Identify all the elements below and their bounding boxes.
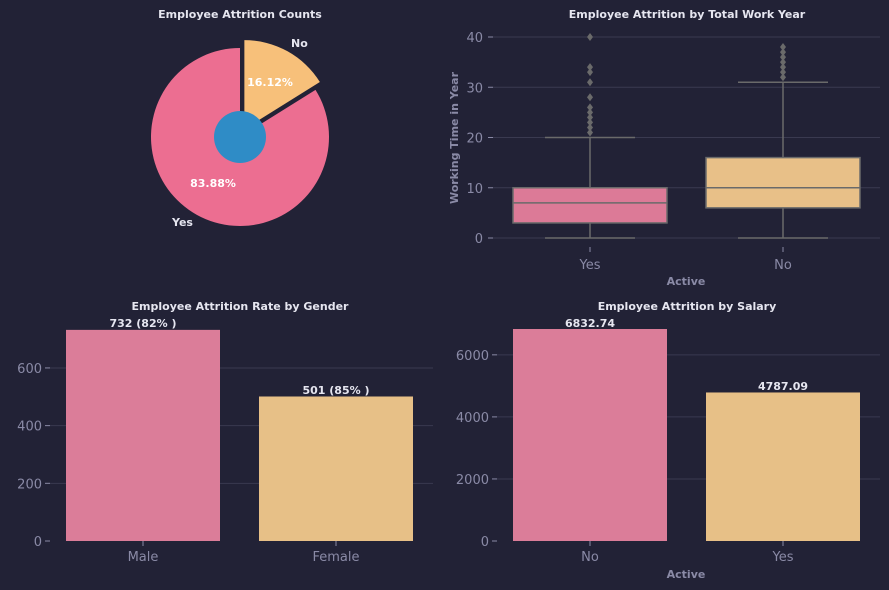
- salary-bar-panel: Employee Attrition by Salary 0 2000 4000 60…: [456, 300, 880, 581]
- gender-yticks: 0 200 400 600: [17, 362, 50, 550]
- boxplot-outlier: [587, 68, 593, 77]
- boxplot-xtick-yes: Yes: [579, 258, 601, 273]
- salary-ytick-label: 6000: [456, 349, 489, 364]
- boxplot-outlier: [780, 68, 786, 77]
- salary-value-label-no: 6832.74: [565, 317, 615, 330]
- boxplot-xlabel: Active: [667, 275, 706, 288]
- gender-bars: [66, 329, 413, 546]
- gender-ytick-label: 0: [34, 535, 42, 550]
- gender-bar-panel: Employee Attrition Rate by Gender 0 200 40…: [17, 300, 433, 565]
- salary-xlabel: Active: [667, 568, 706, 581]
- boxplot-ylabel: Working Time in Year: [448, 71, 461, 204]
- salary-bar-yes: [706, 392, 860, 541]
- boxplot-box-yes: [512, 33, 668, 239]
- boxplot-outlier: [780, 63, 786, 72]
- boxplot-title: Employee Attrition by Total Work Year: [569, 8, 806, 21]
- gender-xtick-male: Male: [128, 550, 159, 565]
- pie-pct-yes: 83.88%: [190, 177, 236, 190]
- gender-bar-male: [66, 329, 220, 541]
- boxplot-ytick-label: 20: [466, 132, 483, 147]
- boxplot-outlier: [587, 93, 593, 102]
- boxplot-marks: [512, 33, 861, 239]
- boxplot-outlier: [780, 48, 786, 57]
- boxplot-iqr-box: [705, 156, 861, 209]
- salary-ytick-label: 2000: [456, 473, 489, 488]
- boxplot-outlier: [587, 118, 593, 127]
- gender-ytick-label: 600: [17, 362, 42, 377]
- boxplot-xtick-no: No: [774, 258, 792, 273]
- pie-title: Employee Attrition Counts: [158, 8, 322, 21]
- boxplot-outlier: [780, 43, 786, 52]
- boxplot-outlier: [587, 78, 593, 87]
- pie-center-circle: [214, 111, 266, 163]
- pie-label-no: No: [291, 37, 308, 50]
- pie-pct-no: 16.12%: [247, 76, 293, 89]
- salary-title: Employee Attrition by Salary: [598, 300, 777, 313]
- boxplot-iqr-box: [512, 187, 668, 224]
- gender-value-label-male: 732 (82% ): [109, 317, 176, 330]
- boxplot-ytick-label: 10: [466, 182, 483, 197]
- boxplot-outlier: [780, 58, 786, 67]
- boxplot-outlier: [780, 53, 786, 62]
- boxplot-outlier: [587, 113, 593, 122]
- boxplot-box-no: [705, 43, 861, 239]
- boxplot-outlier: [780, 73, 786, 82]
- boxplot-outlier: [587, 33, 593, 41]
- boxplot-outlier: [587, 108, 593, 117]
- salary-value-label-yes: 4787.09: [758, 380, 808, 393]
- boxplot-outlier: [587, 63, 593, 72]
- salary-xtick-yes: Yes: [772, 550, 794, 565]
- salary-bar-no: [513, 329, 667, 541]
- pie-panel: Employee Attrition Counts Yes No 83.88% …: [151, 8, 330, 229]
- boxplot-outlier: [587, 103, 593, 112]
- gender-ytick-label: 400: [17, 420, 42, 435]
- gender-xtick-female: Female: [312, 550, 359, 565]
- boxplot-outlier: [587, 123, 593, 132]
- pie-label-yes: Yes: [171, 216, 193, 229]
- salary-ytick-label: 0: [481, 535, 489, 550]
- salary-bars: [513, 329, 860, 546]
- boxplot-ytick-label: 40: [466, 31, 483, 46]
- pie-slice-no: [244, 40, 320, 130]
- gender-ytick-label: 200: [17, 477, 42, 492]
- salary-yticks: 0 2000 4000 6000: [456, 349, 497, 550]
- gender-bar-female: [259, 396, 413, 541]
- salary-xtick-no: No: [581, 550, 599, 565]
- gender-value-label-female: 501 (85% ): [302, 384, 369, 397]
- boxplot-panel: Employee Attrition by Total Work Year 0 1…: [448, 8, 880, 288]
- salary-ytick-label: 4000: [456, 411, 489, 426]
- boxplot-outlier: [587, 128, 593, 137]
- boxplot-ytick-label: 30: [466, 81, 483, 96]
- gender-title: Employee Attrition Rate by Gender: [132, 300, 350, 313]
- boxplot-yticks: 0 10 20 30 40: [466, 31, 493, 247]
- boxplot-ytick-label: 0: [475, 232, 483, 247]
